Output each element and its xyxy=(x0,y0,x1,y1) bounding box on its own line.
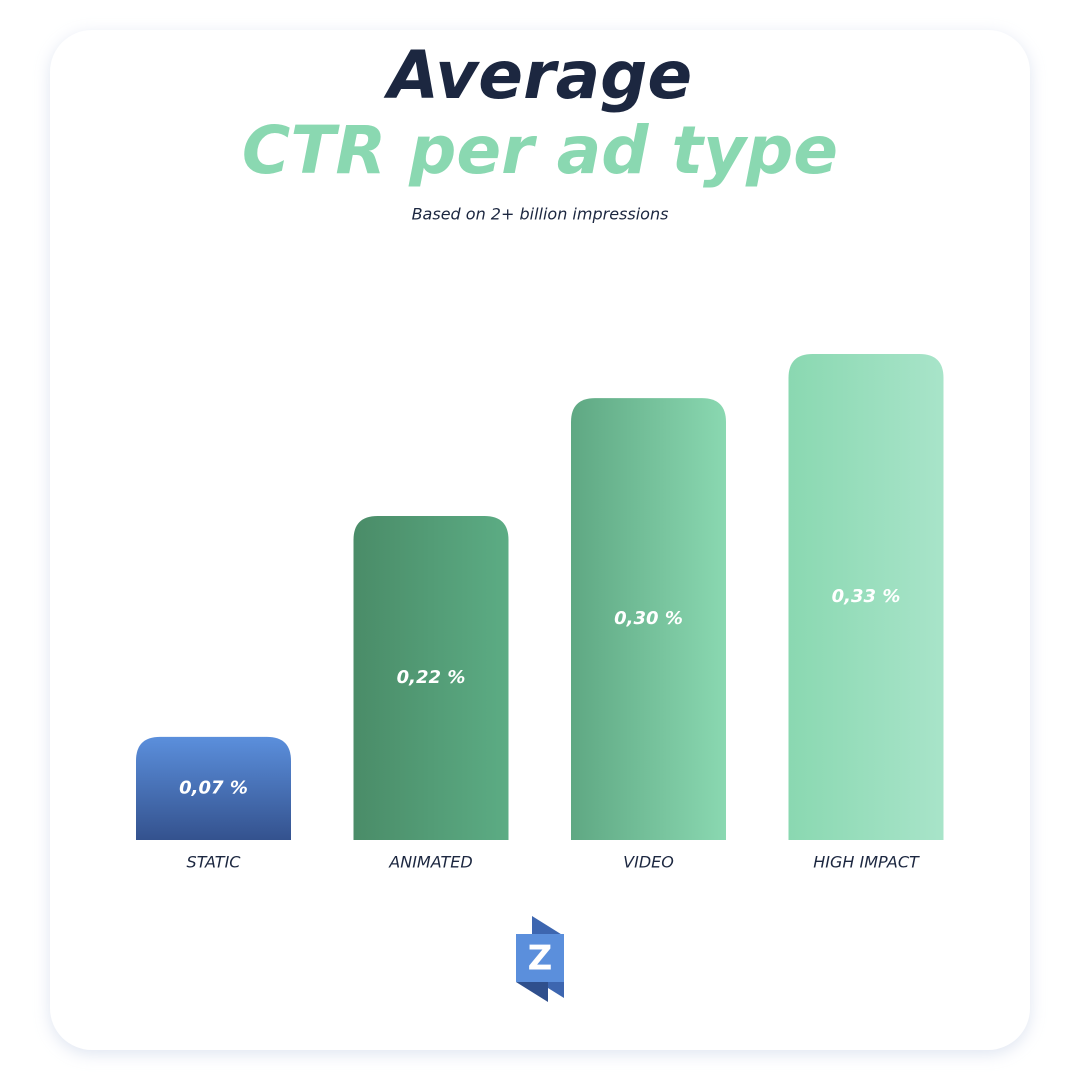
logo-letter: Z xyxy=(528,939,553,979)
bar xyxy=(136,736,291,840)
chart-title: Average xyxy=(383,37,692,114)
bar xyxy=(571,398,726,840)
card xyxy=(50,30,1030,1050)
value-label: 0,30 % xyxy=(614,608,683,629)
logo: Z xyxy=(516,916,564,1002)
bar xyxy=(353,516,509,840)
value-label: 0,07 % xyxy=(179,777,248,798)
chart-title-highlight: CTR per ad type xyxy=(242,112,838,189)
x-tick-label: VIDEO xyxy=(623,853,674,872)
chart-subtitle: Based on 2+ billion impressions xyxy=(412,205,669,224)
x-tick-label: STATIC xyxy=(187,853,242,872)
x-tick-label: ANIMATED xyxy=(388,853,472,872)
logo-front xyxy=(516,934,564,982)
value-label: 0,22 % xyxy=(397,667,466,688)
value-label: 0,33 % xyxy=(832,586,901,607)
logo-fold xyxy=(516,982,548,1002)
bar xyxy=(788,354,944,840)
x-tick-label: HIGH IMPACT xyxy=(813,853,920,872)
